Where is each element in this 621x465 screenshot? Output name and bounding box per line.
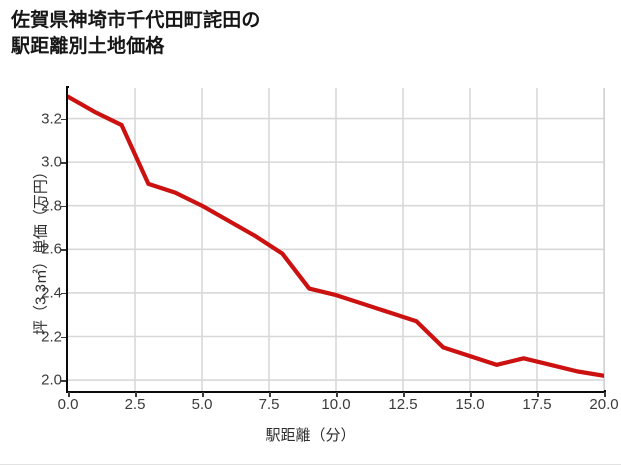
x-tick-label: 5.0 — [191, 396, 213, 413]
y-tick-label: 3.2 — [41, 110, 62, 128]
x-tick-mark — [403, 392, 405, 397]
x-tick-label: 17.5 — [522, 396, 552, 413]
y-axis-spine — [66, 86, 69, 393]
y-tick-label: 2.6 — [41, 240, 62, 258]
x-tick-mark — [269, 392, 271, 397]
x-tick-label: 12.5 — [388, 396, 418, 413]
x-tick-mark — [604, 392, 606, 397]
y-tick-label: 2.0 — [41, 371, 62, 389]
chart-title: 佐賀県神埼市千代田町詫田の 駅距離別土地価格 — [11, 10, 261, 57]
plot-area — [68, 88, 604, 391]
y-tick-mark — [61, 380, 66, 382]
y-tick-mark — [61, 292, 66, 295]
x-tick-mark — [537, 392, 539, 397]
x-tick-mark — [135, 392, 137, 397]
line-chart-svg — [68, 88, 604, 391]
y-axis-label: 坪（3.3㎡）単価（万円） — [32, 164, 50, 335]
x-tick-label: 2.5 — [124, 396, 146, 413]
y-axis-tick-labels: 2.0 2.2 2.4 2.6 2.8 3.0 3.2 — [14, 0, 62, 465]
x-tick-label: 7.5 — [258, 396, 280, 413]
y-tick-mark — [61, 205, 66, 208]
x-axis-spine — [66, 390, 606, 393]
data-series-group — [68, 94, 604, 378]
y-tick-label: 3.0 — [41, 153, 62, 171]
x-tick-label: 20.0 — [589, 396, 619, 413]
plot-right-spine — [604, 88, 605, 391]
x-tick-mark — [336, 392, 338, 397]
gridlines — [68, 88, 604, 391]
data-line — [68, 94, 604, 378]
y-tick-mark — [61, 118, 66, 121]
x-axis-label: 駅距離（分） — [265, 427, 356, 444]
x-tick-mark — [202, 392, 204, 397]
y-tick-label: 2.2 — [41, 328, 62, 345]
x-tick-label: 15.0 — [455, 396, 485, 413]
y-tick-label: 2.8 — [41, 197, 62, 215]
y-tick-mark — [61, 249, 66, 251]
x-tick-mark — [68, 392, 70, 397]
y-tick-mark — [61, 336, 66, 338]
y-tick-label: 2.4 — [41, 284, 62, 302]
x-tick-label: 0.0 — [57, 396, 79, 413]
x-tick-label: 10.0 — [321, 396, 351, 413]
y-tick-mark — [61, 162, 66, 164]
x-tick-mark — [470, 392, 472, 397]
